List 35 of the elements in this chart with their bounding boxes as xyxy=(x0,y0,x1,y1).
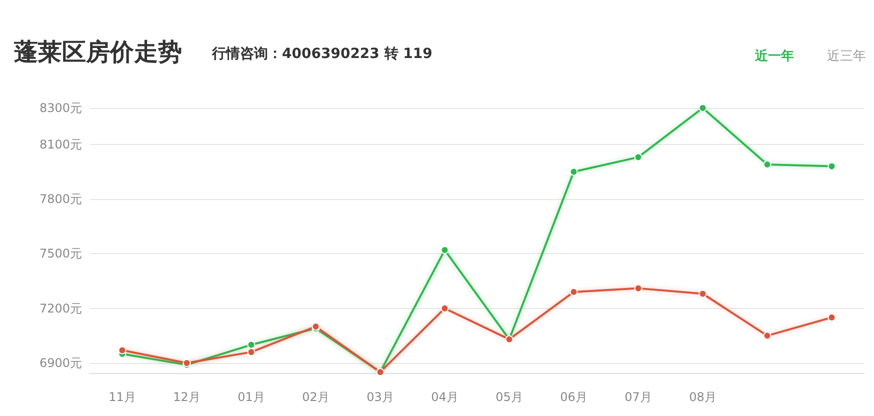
point xyxy=(570,168,578,176)
point xyxy=(698,104,707,112)
y-tick-label: 6900元 xyxy=(39,356,82,370)
x-tick-label: 07月 xyxy=(624,390,652,404)
x-tick-label: 01月 xyxy=(238,390,265,404)
y-tick-label: 7200元 xyxy=(39,301,82,316)
x-tick-label: 08月 xyxy=(689,390,716,404)
x-tick-label: 12月 xyxy=(173,390,200,404)
x-tick-label: 04月 xyxy=(431,390,458,404)
chart-title: 蓬莱区房价走势 xyxy=(13,38,182,66)
y-tick-label: 8300元 xyxy=(39,101,82,115)
x-tick-label: 03月 xyxy=(366,390,394,404)
point xyxy=(698,290,707,298)
x-tick-label: 06月 xyxy=(560,390,588,404)
y-tick-label: 7800元 xyxy=(39,192,82,206)
point xyxy=(247,340,256,349)
x-tick-label: 11月 xyxy=(108,390,136,404)
point xyxy=(440,246,449,254)
point xyxy=(828,162,836,170)
x-tick-label: 05月 xyxy=(496,390,523,404)
x-tick-label: 02月 xyxy=(302,390,330,404)
chart-subtitle: 行情咨询：4006390223 转 119 xyxy=(211,46,432,62)
point xyxy=(634,284,642,292)
point xyxy=(634,153,642,162)
point xyxy=(763,160,772,168)
point xyxy=(828,313,836,322)
text: 近一年 xyxy=(754,48,794,64)
text: 近三年 xyxy=(827,49,866,64)
point xyxy=(118,346,126,354)
y-tick-label: 7500元 xyxy=(39,246,82,261)
point xyxy=(247,348,256,356)
point xyxy=(570,288,578,296)
y-tick-label: 8100元 xyxy=(39,137,82,152)
point xyxy=(763,332,772,340)
point xyxy=(440,304,449,312)
